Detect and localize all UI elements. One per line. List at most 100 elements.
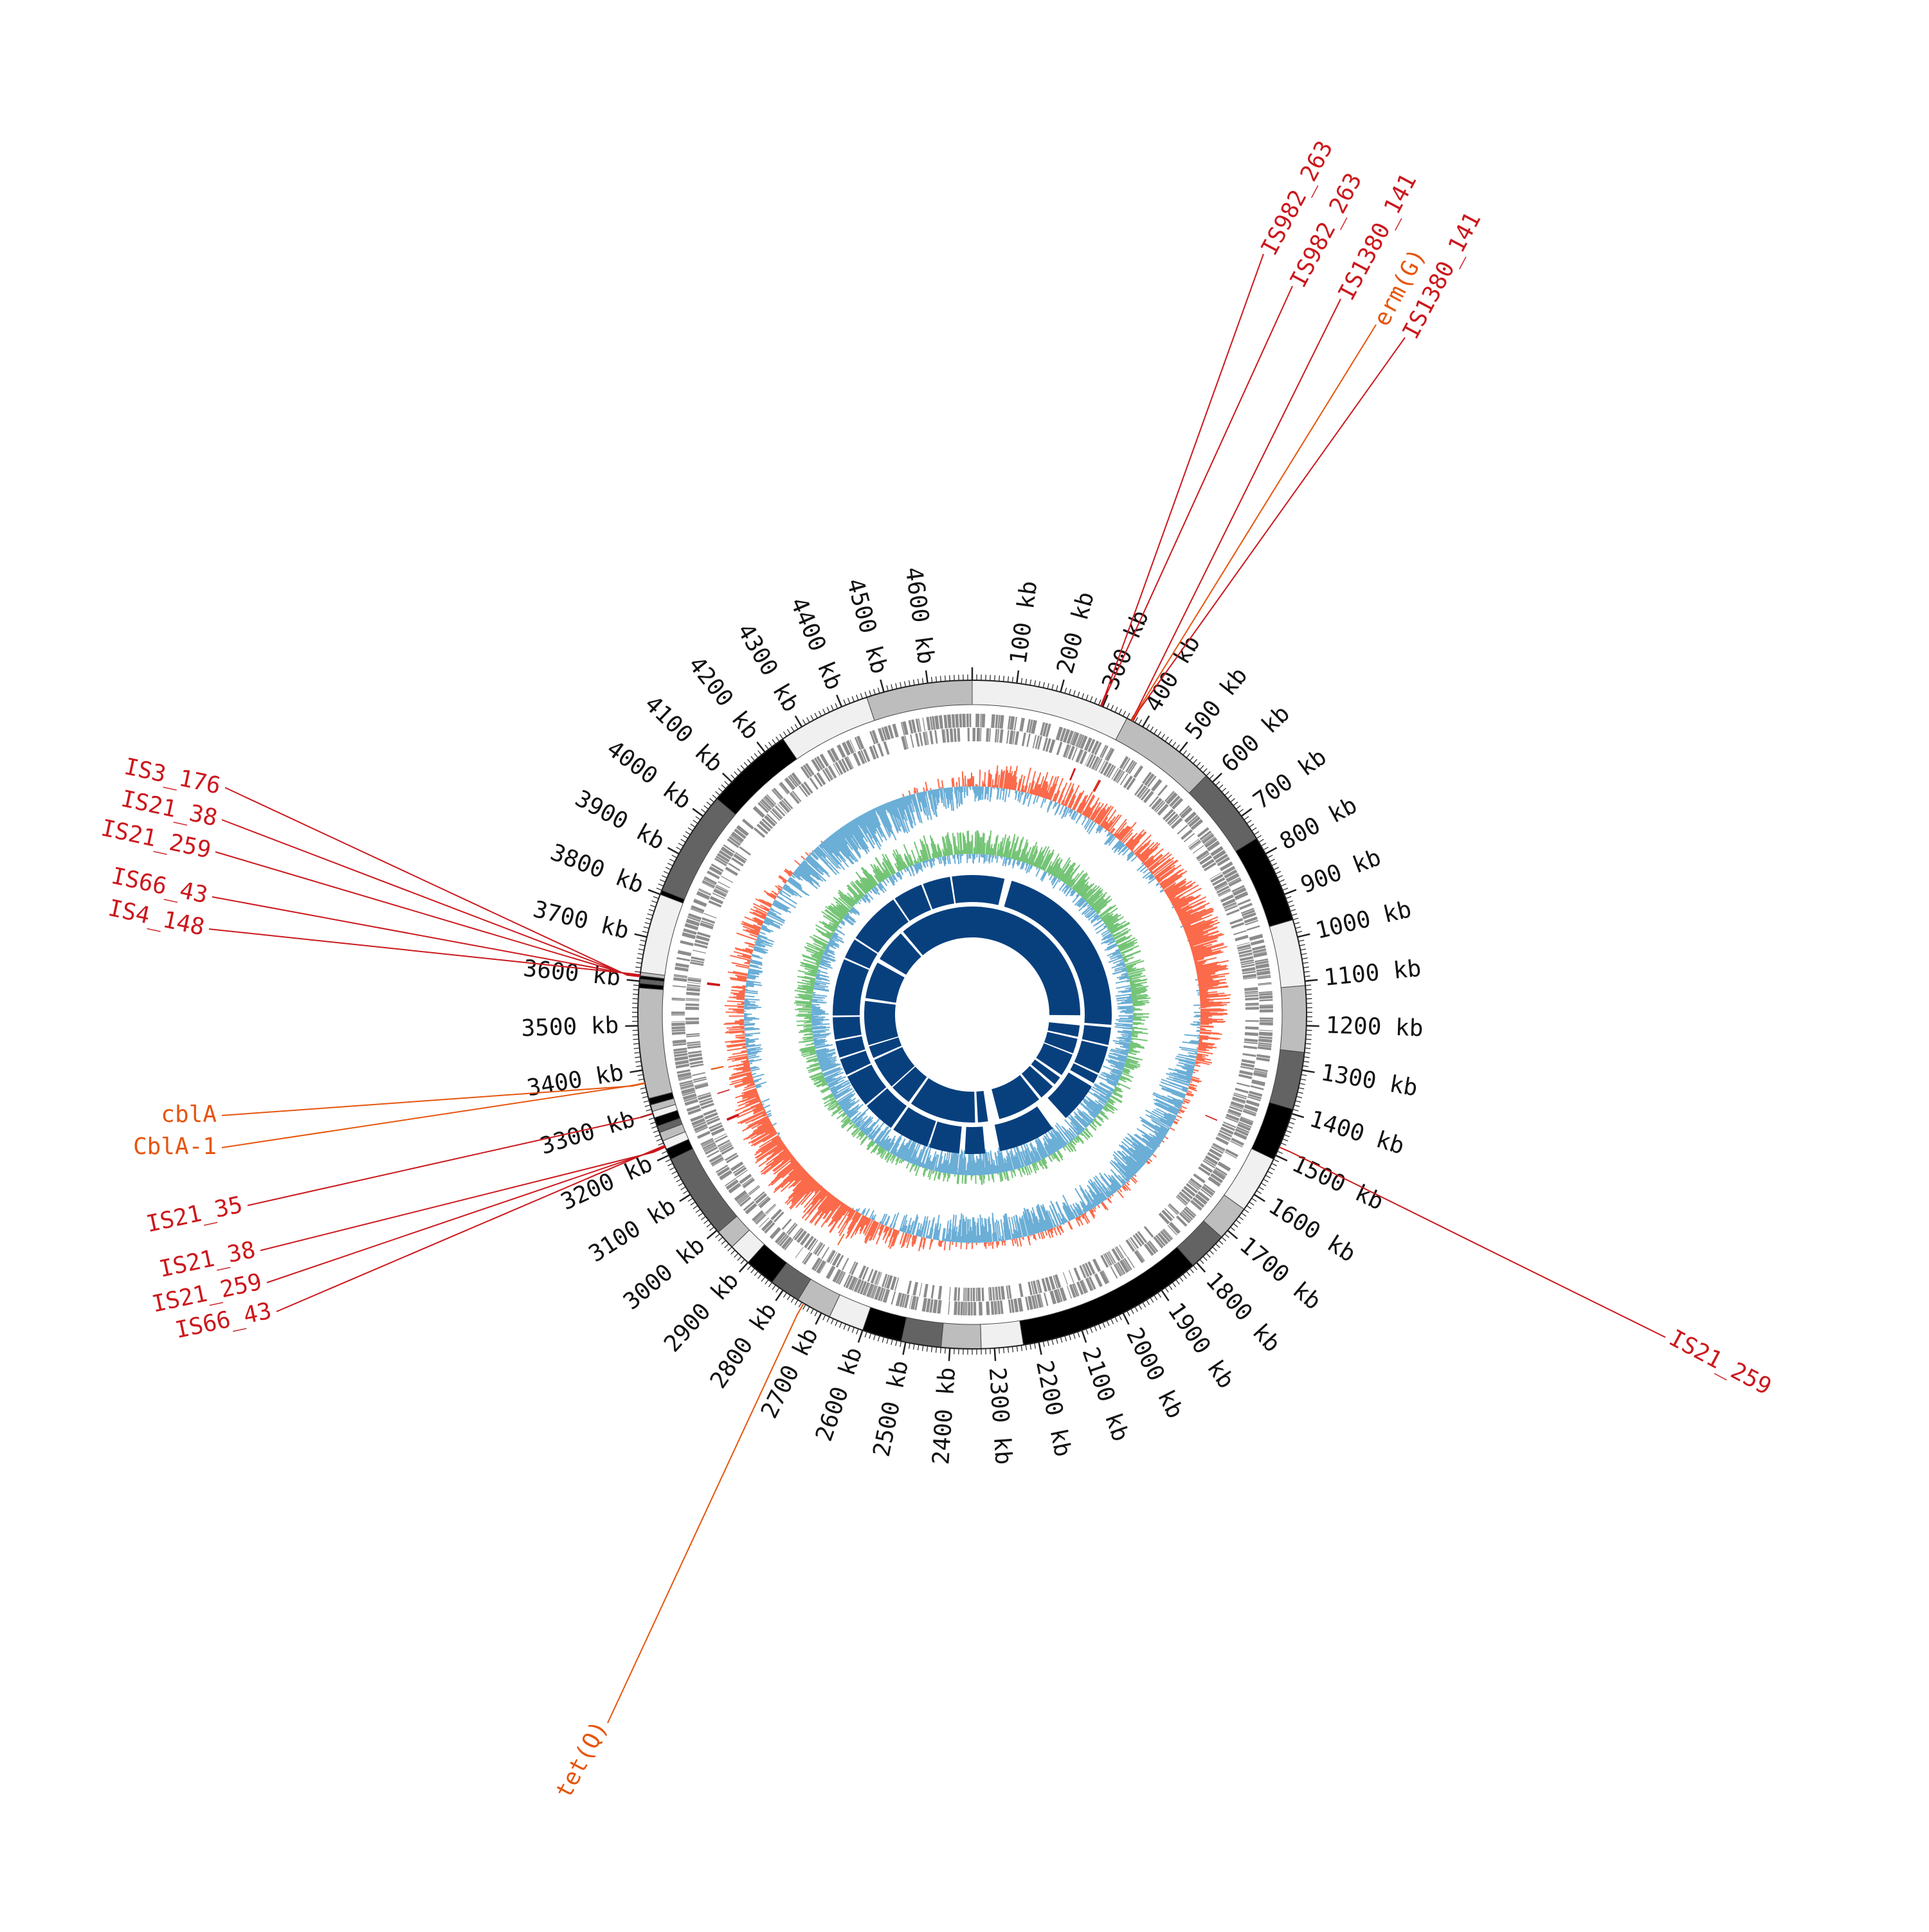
tick-mark [1302,1070,1315,1072]
tick-mark [1190,756,1193,761]
tick-label: 3900 kb [570,785,669,855]
feature-mark [1205,1115,1217,1121]
inner-blocks-ring [833,875,1112,1154]
tick-mark [635,1057,640,1058]
annotation-leader [225,788,640,977]
tick-mark [772,1285,775,1290]
tick-mark [1176,1279,1179,1284]
tick-label: 900 kb [1297,844,1384,899]
tick-mark [1193,759,1197,764]
tick-label: 4400 kb [785,593,847,694]
feature-mark [1070,768,1076,781]
tick-mark [1218,785,1223,789]
tick-mark [683,1191,688,1194]
tick-mark [791,1297,794,1303]
tick-mark [638,953,644,955]
tick-label: 300 kb [1097,606,1154,694]
tick-mark [1303,1066,1309,1067]
tick-mark [914,680,915,685]
tick-mark [1099,700,1101,705]
tick-mark [1206,1253,1210,1257]
tick-label: 2400 kb [928,1366,961,1465]
tick-mark [1179,1277,1183,1281]
tick-mark [1222,1237,1226,1241]
tick-mark [672,1171,677,1174]
tick-mark [640,1088,646,1089]
tick-mark [1225,791,1229,795]
tick-mark [1030,1344,1031,1350]
tick-mark [787,1295,790,1300]
annotation-leader [608,1303,804,1723]
tick-mark [1216,1243,1220,1247]
tick-mark [1172,742,1175,746]
tick-mark [1301,953,1307,955]
tick-mark [878,688,879,694]
tick-mark [827,1317,829,1322]
tick-mark [1146,724,1150,729]
tick-mark [761,1277,765,1281]
tick-mark [1233,1223,1238,1227]
tick-mark [1287,1126,1292,1128]
tick-mark [1143,716,1149,727]
tick-label: 2700 kb [756,1324,824,1423]
tick-mark [662,876,667,878]
tick-mark [718,788,723,792]
tick-mark [1298,940,1304,941]
tick-mark [657,888,662,890]
tick-mark [741,1259,745,1264]
tick-mark [1254,831,1259,835]
tick-mark [776,1288,779,1292]
tick-mark [1286,1130,1291,1132]
tick-mark [664,871,669,874]
tick-mark [1086,695,1088,700]
tick-mark [678,1183,684,1186]
tick-mark [918,1344,919,1350]
tick-mark [1300,949,1306,950]
tick-mark [728,1247,732,1251]
tick-mark [716,791,720,795]
tick-mark [869,1333,871,1339]
tick-mark [1305,1048,1310,1049]
tick-label: 100 kb [1006,579,1043,665]
tick-mark [1236,1220,1240,1224]
tick-mark [633,989,638,990]
tick-mark [709,799,714,802]
tick-mark [636,1066,642,1067]
tick-mark [1193,1265,1197,1270]
tick-mark [1119,1315,1121,1320]
tick-mark [1082,693,1084,699]
tick-label: 3300 kb [537,1106,638,1160]
tick-mark [831,705,834,710]
tick-mark [1052,684,1053,690]
tick-mark [922,1345,923,1351]
tick-mark [844,700,846,705]
tick-mark [936,1347,937,1353]
tick-mark [666,1159,671,1162]
tick-mark [852,696,854,701]
tick-mark [1256,1191,1262,1194]
tick-mark [1209,1250,1213,1254]
tick-mark [1305,976,1310,977]
tick-mark [1265,847,1277,854]
tick-mark [1307,1025,1319,1026]
tick-mark [783,732,786,736]
feature-mark [837,1234,844,1245]
tick-mark [696,817,700,820]
tick-mark [747,759,751,764]
tick-mark [1115,707,1118,712]
tick-mark [815,1313,821,1324]
arg-label: CblA-1 [133,1133,217,1160]
tick-mark [1287,901,1292,903]
tick-mark [835,1321,838,1326]
tick-mark [698,1213,703,1216]
tick-label: 4600 kb [900,566,939,666]
tick-mark [865,1332,867,1337]
tick-mark [1030,680,1031,685]
tick-label: 600 kb [1217,700,1295,777]
tick-mark [1303,967,1309,968]
tick-mark [672,855,677,858]
tick-mark [1060,1337,1062,1343]
tick-mark [754,1271,758,1276]
tick-mark [1276,871,1281,874]
